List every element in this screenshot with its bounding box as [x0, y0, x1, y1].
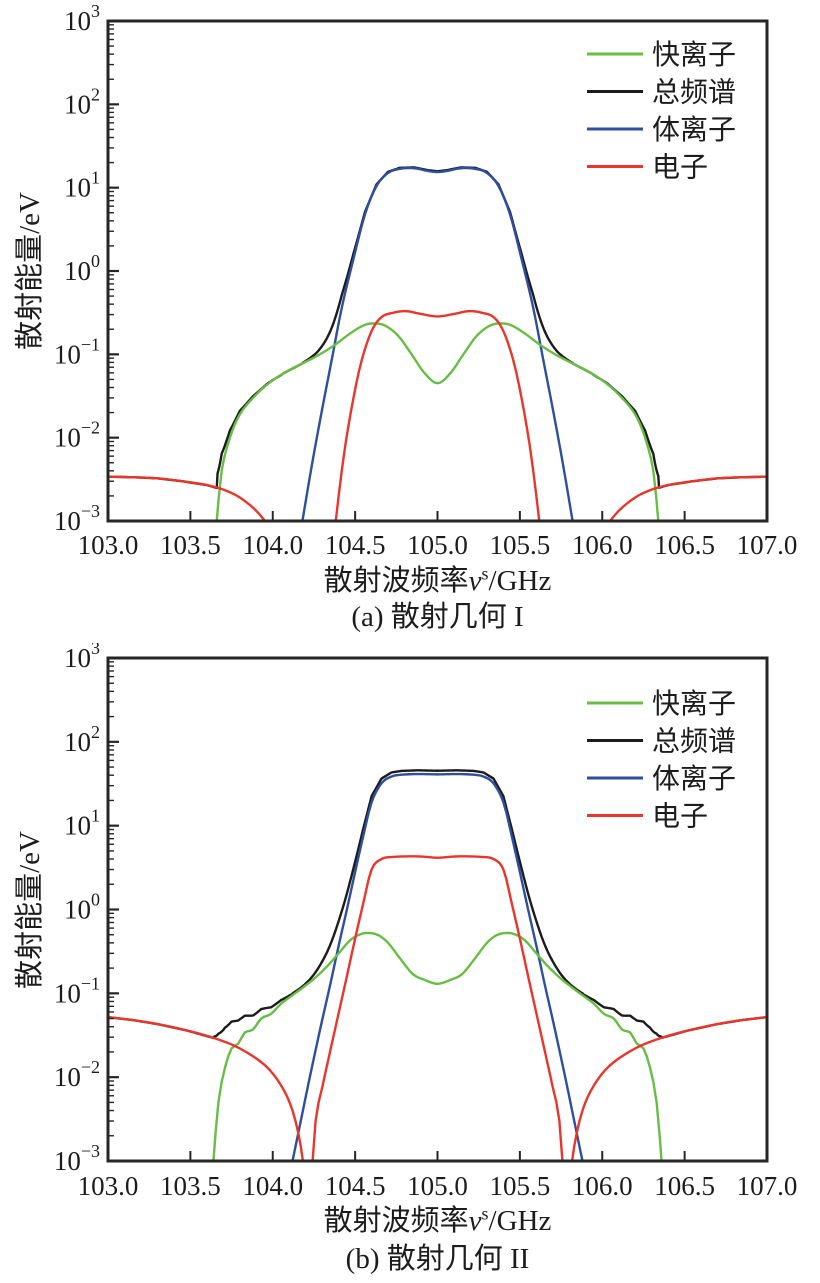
y-tick-label-10e0: 100 — [64, 890, 100, 925]
y-tick-exponent: 2 — [91, 84, 100, 104]
y-tick-label-10e2: 102 — [64, 722, 100, 757]
xaxis-title-superscript: s — [481, 563, 489, 584]
chart-a-xaxis-title: 散射波频率vs/GHz — [108, 563, 767, 599]
x-tick-label-103.0: 103.0 — [78, 530, 139, 560]
y-tick-exponent: 3 — [91, 1, 100, 21]
curve-total-a — [108, 166, 767, 490]
legend-label-fast_ions: 快离子 — [652, 39, 736, 71]
chart-b-yaxis-title: 散射能量/eV — [14, 831, 46, 989]
chart-a-yaxis-title: 散射能量/eV — [14, 192, 46, 350]
x-tick-label-105.0: 105.0 — [407, 530, 468, 560]
curve-electrons-b-seg1 — [311, 855, 564, 1163]
y-tick-label-10e2: 102 — [64, 84, 100, 119]
x-tick-label-107.0: 107.0 — [737, 1171, 798, 1201]
y-tick-label-10e3: 103 — [64, 643, 100, 673]
xaxis-title-suffix: /GHz — [488, 1205, 552, 1237]
y-tick-label-10e-1: 10−1 — [54, 334, 100, 369]
curve-electrons-a-seg1 — [334, 309, 541, 523]
curve-electrons-a-seg0 — [108, 475, 268, 523]
y-tick-label-10e1: 101 — [64, 806, 100, 841]
chart-a-caption: (a) 散射几何 I — [351, 601, 524, 633]
y-tick-exponent: −2 — [81, 1057, 100, 1077]
curve-electrons-b-seg0 — [108, 1015, 305, 1163]
y-tick-exponent: −2 — [81, 418, 100, 438]
x-tick-label-104.5: 104.5 — [325, 530, 386, 560]
y-tick-exponent: 2 — [91, 722, 100, 742]
chart-b-caption: (b) 散射几何 II — [345, 1243, 530, 1275]
y-tick-exponent: 0 — [91, 251, 100, 271]
x-tick-label-106.0: 106.0 — [572, 1171, 633, 1201]
curve-bulk_ions-a-seg0 — [301, 166, 574, 523]
plot-area-a — [108, 166, 767, 523]
x-tick-label-105.5: 105.5 — [490, 530, 551, 560]
curve-bulk_ions-b-seg0 — [291, 772, 584, 1163]
x-tick-label-105.5: 105.5 — [490, 1171, 551, 1201]
legend-label-bulk_ions: 体离子 — [652, 763, 736, 795]
x-tick-label-106.5: 106.5 — [654, 1171, 715, 1201]
x-tick-label-104.0: 104.0 — [242, 530, 303, 560]
legend-label-electrons: 电子 — [652, 801, 708, 833]
x-tick-label-103.5: 103.5 — [160, 1171, 221, 1201]
chart-b-plot: 103.0 103.5 104.0 104.5 105.0 105.5 106.0 106.5… — [54, 643, 798, 1201]
xaxis-title-prefix: 散射波频率 — [323, 565, 469, 597]
xaxis-title-symbol: v — [468, 1205, 482, 1237]
y-tick-label-10e-1: 10−1 — [54, 973, 100, 1008]
x-tick-label-104.5: 104.5 — [325, 1171, 386, 1201]
curve-fast_ions-b-seg0 — [212, 931, 663, 1163]
xaxis-title-symbol: v — [468, 565, 482, 597]
y-tick-label-10e-2: 10−2 — [54, 1057, 100, 1092]
legend-label-fast_ions: 快离子 — [652, 688, 736, 720]
chart-a: 103.0 103.5 104.0 104.5 105.0 105.5 106.0 106.5… — [14, 1, 798, 633]
chart-a-plot: 103.0 103.5 104.0 104.5 105.0 105.5 106.0 106.5… — [54, 1, 798, 560]
legend-label-electrons: 电子 — [652, 152, 708, 184]
legend-label-bulk_ions: 体离子 — [652, 114, 736, 146]
curve-total-b — [108, 769, 767, 1040]
y-tick-exponent: −3 — [81, 501, 100, 521]
y-tick-label-10e3: 103 — [64, 1, 100, 36]
x-tick-label-106.5: 106.5 — [654, 530, 715, 560]
legend-label-total: 总频谱 — [652, 726, 736, 758]
x-tick-label-103.0: 103.0 — [78, 1171, 139, 1201]
y-tick-exponent: 1 — [91, 806, 100, 826]
y-tick-exponent: 0 — [91, 890, 100, 910]
xaxis-title-prefix: 散射波频率 — [323, 1205, 469, 1237]
y-tick-exponent: −1 — [81, 334, 100, 354]
x-tick-label-103.5: 103.5 — [160, 530, 221, 560]
y-tick-label-10e1: 101 — [64, 168, 100, 203]
y-tick-exponent: 1 — [91, 168, 100, 188]
x-tick-label-106.0: 106.0 — [572, 530, 633, 560]
xaxis-title-suffix: /GHz — [488, 565, 552, 597]
y-tick-exponent: 3 — [91, 643, 100, 658]
curve-fast_ions-a-seg0 — [215, 322, 660, 523]
curve-electrons-a-seg2 — [607, 475, 767, 523]
plot-area-b — [108, 769, 767, 1163]
chart-b: 103.0 103.5 104.0 104.5 105.0 105.5 106.0 106.5… — [0, 643, 820, 1283]
x-tick-label-104.0: 104.0 — [242, 1171, 303, 1201]
y-tick-label-10e-2: 10−2 — [54, 418, 100, 453]
chart-b-xaxis-title: 散射波频率vs/GHz — [108, 1203, 767, 1239]
x-tick-label-107.0: 107.0 — [737, 530, 798, 560]
legend-label-total: 总频谱 — [652, 77, 736, 109]
xaxis-title-superscript: s — [481, 1203, 489, 1224]
y-tick-exponent: −1 — [81, 973, 100, 993]
y-tick-label-10e0: 100 — [64, 251, 100, 286]
curve-electrons-b-seg2 — [570, 1015, 767, 1163]
y-tick-exponent: −3 — [81, 1141, 100, 1161]
x-tick-label-105.0: 105.0 — [407, 1171, 468, 1201]
